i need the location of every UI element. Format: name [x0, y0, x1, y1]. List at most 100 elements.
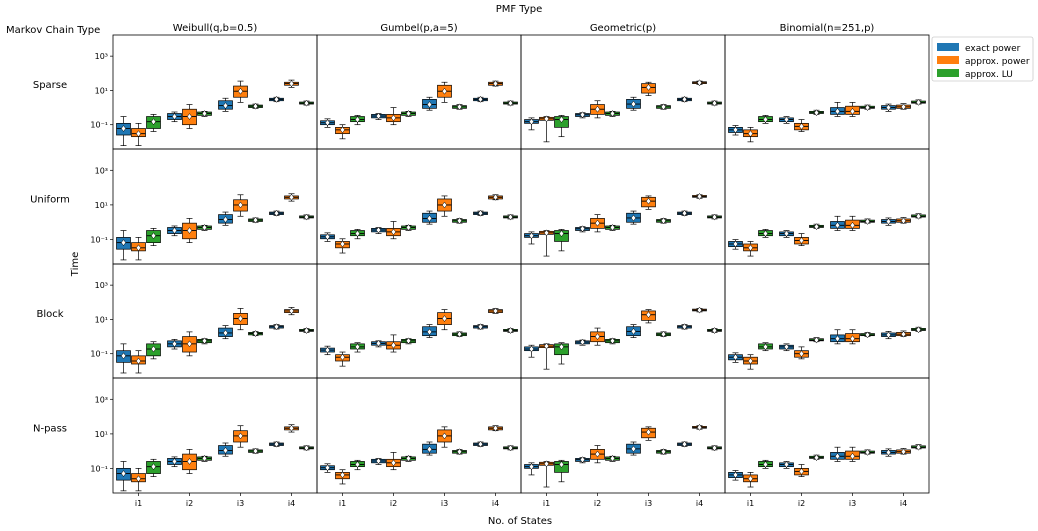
box-mean-marker [732, 471, 739, 479]
x-tick-label: i3 [849, 499, 856, 508]
y-tick-label: 10⁻¹ [90, 350, 108, 359]
box-mean-marker [696, 306, 703, 314]
box-mean-marker [375, 226, 382, 234]
box-mean-marker [711, 213, 718, 221]
box-mean-marker [660, 217, 667, 225]
box-mean-marker [426, 328, 433, 336]
box-mean-marker [528, 232, 535, 240]
box-mean-marker [645, 428, 652, 436]
box-mean-marker [579, 456, 586, 464]
box-mean-marker [696, 79, 703, 87]
x-tick-label: i1 [339, 499, 346, 508]
box-mean-marker [558, 461, 565, 468]
box-mean-marker [630, 327, 637, 335]
box-mean-marker [660, 103, 667, 111]
box-mean-marker [477, 323, 484, 331]
box-mean-marker [528, 118, 535, 126]
box-mean-marker [609, 454, 616, 462]
box-mean-marker [186, 113, 193, 120]
box-mean-marker [441, 315, 448, 322]
box-mean-marker [477, 95, 484, 103]
box-mean-marker [900, 330, 907, 338]
box-mean-marker [507, 213, 514, 221]
box-mean-marker [273, 440, 280, 448]
box-mean-marker [354, 230, 361, 237]
box-mean-marker [732, 240, 739, 248]
box-mean-marker [783, 461, 790, 468]
box-mean-marker [915, 212, 922, 220]
box-mean-marker [456, 330, 463, 338]
box-mean-marker [732, 126, 739, 134]
box-mean-marker [594, 333, 601, 340]
box-mean-marker [507, 327, 514, 334]
box-mean-marker [762, 116, 769, 123]
box-mean-marker [630, 445, 637, 453]
box-mean-marker [252, 102, 259, 110]
y-tick-label: 10³ [95, 52, 108, 61]
box-mean-marker [354, 461, 361, 468]
box-mean-marker [834, 221, 841, 229]
y-tick-label: 10¹ [95, 201, 108, 210]
box-mean-marker [303, 99, 310, 107]
box-mean-marker [339, 353, 346, 361]
box-mean-marker [324, 464, 331, 472]
x-tick-label: i2 [798, 499, 805, 508]
box-mean-marker [405, 337, 412, 345]
x-tick-label: i1 [135, 499, 142, 508]
box-mean-marker [747, 244, 754, 252]
panel-frame [520, 377, 726, 494]
box-mean-marker [558, 230, 565, 237]
box-mean-marker [681, 209, 688, 217]
box-mean-marker [579, 111, 586, 119]
box-mean-marker [864, 448, 871, 456]
box-mean-marker [354, 343, 361, 351]
box-mean-marker [303, 213, 310, 221]
box-mean-marker [849, 452, 856, 460]
box-mean-marker [456, 217, 463, 225]
box-mean-marker [186, 458, 193, 465]
row-header-title: Markov Chain Type [6, 25, 100, 36]
box-mean-marker [237, 201, 244, 209]
x-tick-label: i4 [288, 499, 295, 508]
box-mean-marker [885, 104, 892, 111]
x-tick-label: i1 [747, 499, 754, 508]
box-mean-marker [711, 327, 718, 334]
box-mean-marker [696, 193, 703, 200]
box-mean-marker [681, 440, 688, 448]
box-mean-marker [222, 447, 229, 454]
box-mean-marker [441, 201, 448, 209]
box-mean-marker [273, 95, 280, 103]
box-mean-marker [303, 444, 310, 452]
box-mean-marker [732, 353, 739, 361]
box-mean-marker [543, 115, 550, 123]
x-tick-label: i1 [543, 499, 550, 508]
box-mean-marker [492, 80, 499, 88]
box-mean-marker [900, 217, 907, 225]
box-mean-marker [594, 450, 601, 458]
box-mean-marker [339, 126, 346, 134]
box-mean-marker [354, 116, 361, 123]
box-mean-marker [150, 232, 157, 240]
box-mean-marker [456, 103, 463, 111]
x-tick-label: i4 [900, 499, 907, 508]
box-mean-marker [864, 218, 871, 225]
box-mean-marker [681, 323, 688, 331]
box-mean-marker [660, 330, 667, 338]
x-tick-label: i4 [696, 499, 703, 508]
box-mean-marker [696, 423, 703, 431]
box-mean-marker [492, 424, 499, 432]
box-mean-marker [849, 335, 856, 343]
x-tick-label: i3 [237, 499, 244, 508]
box-mean-marker [375, 339, 382, 347]
x-tick-label: i3 [441, 499, 448, 508]
column-title: Gumbel(p,a=5) [380, 23, 457, 34]
box-mean-marker [186, 227, 193, 234]
box-mean-marker [762, 461, 769, 468]
box-mean-marker [456, 448, 463, 456]
box-mean-marker [339, 471, 346, 479]
y-tick-label: 10⁻¹ [90, 235, 108, 244]
y-tick-label: 10⁻¹ [90, 121, 108, 130]
box-mean-marker [813, 336, 820, 344]
box-mean-marker [426, 101, 433, 108]
